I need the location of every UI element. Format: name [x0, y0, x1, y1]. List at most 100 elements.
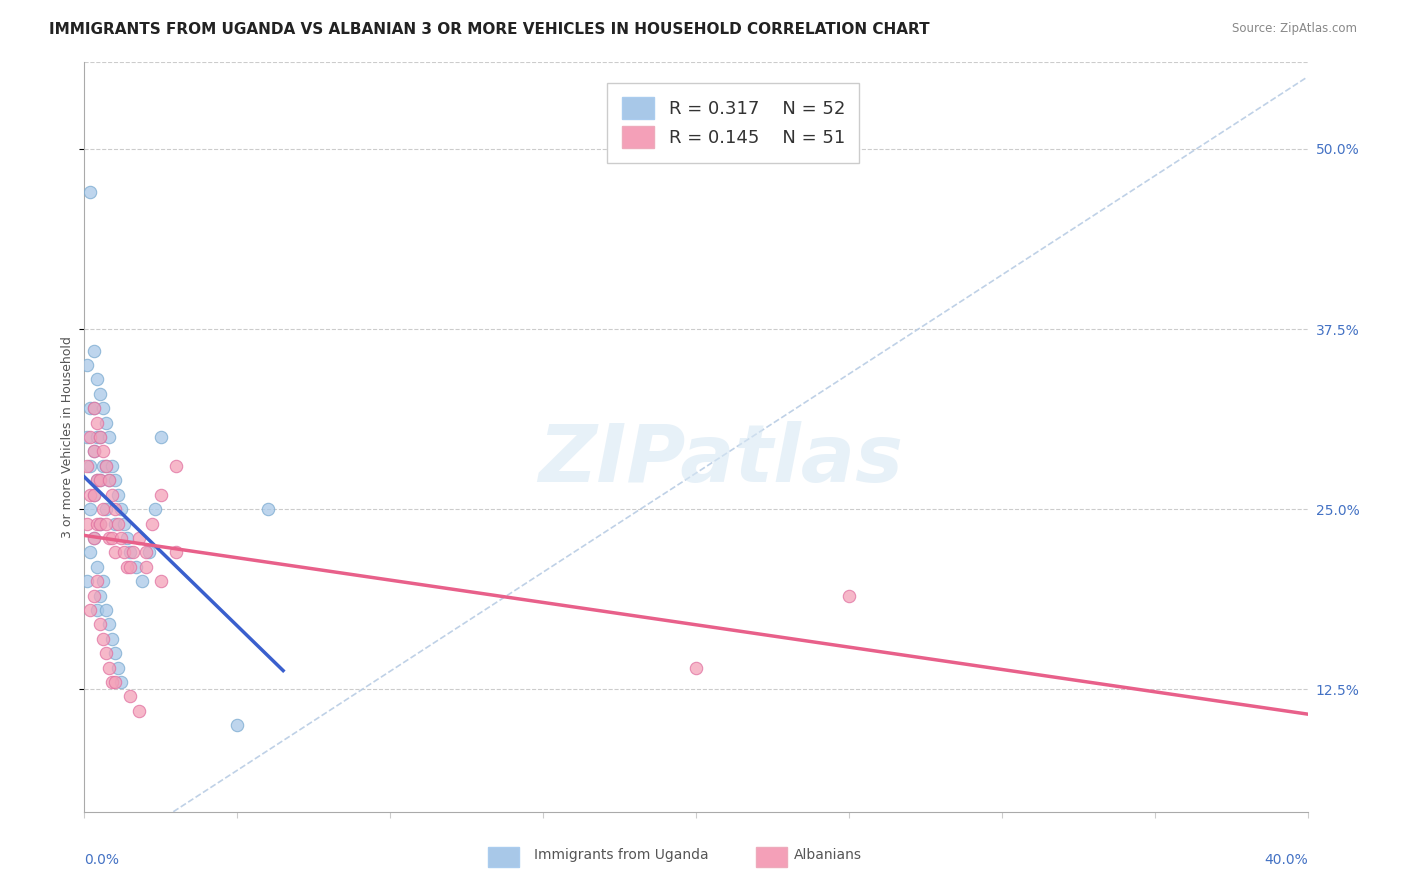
Point [125, 559, 148, 574]
Point [141, 516, 163, 531]
Point [76, 516, 98, 531]
Point [104, 545, 127, 559]
Point [107, 488, 129, 502]
Point [112, 545, 135, 559]
Point [101, 675, 124, 690]
Point [79, 185, 101, 199]
Point [91, 458, 114, 473]
Point [76, 574, 98, 589]
Point [120, 690, 142, 704]
Point [135, 559, 157, 574]
Point [89, 589, 111, 603]
Legend: R = 0.317    N = 52, R = 0.145    N = 51: R = 0.317 N = 52, R = 0.145 N = 51 [607, 83, 859, 163]
Point [89, 617, 111, 632]
Point [83, 488, 105, 502]
Point [79, 401, 101, 416]
Point [97, 617, 120, 632]
Point [97, 531, 120, 545]
Point [76, 358, 98, 372]
Point [149, 430, 172, 444]
Point [94, 516, 117, 531]
Point [83, 444, 105, 458]
Point [104, 646, 127, 660]
Point [86, 430, 108, 444]
Point [86, 516, 108, 531]
Point [97, 660, 120, 674]
Point [89, 430, 111, 444]
Point [83, 589, 105, 603]
Point [89, 473, 111, 487]
Point [94, 646, 117, 660]
Text: 0.0%: 0.0% [84, 853, 120, 867]
Point [101, 632, 124, 646]
Point [94, 416, 117, 430]
Point [104, 675, 127, 690]
Point [120, 545, 142, 559]
Point [97, 473, 120, 487]
Text: Albanians: Albanians [794, 847, 862, 862]
Point [91, 502, 114, 516]
Point [76, 430, 98, 444]
Point [91, 444, 114, 458]
Point [143, 502, 166, 516]
Point [86, 372, 108, 386]
Point [83, 343, 105, 358]
Point [149, 488, 172, 502]
Point [101, 488, 124, 502]
Point [165, 458, 187, 473]
Point [104, 473, 127, 487]
Point [685, 660, 707, 674]
Point [79, 545, 101, 559]
Point [83, 401, 105, 416]
Point [89, 430, 111, 444]
Point [79, 502, 101, 516]
Point [89, 473, 111, 487]
Point [112, 516, 135, 531]
Point [83, 531, 105, 545]
Point [94, 603, 117, 617]
Point [101, 458, 124, 473]
Point [79, 603, 101, 617]
Point [101, 531, 124, 545]
Point [110, 502, 132, 516]
Point [91, 401, 114, 416]
Point [89, 516, 111, 531]
Point [128, 704, 150, 718]
Point [86, 574, 108, 589]
Point [107, 516, 129, 531]
Point [89, 387, 111, 401]
Point [104, 502, 127, 516]
Point [122, 545, 145, 559]
Point [83, 531, 105, 545]
Point [86, 559, 108, 574]
Point [110, 531, 132, 545]
Point [115, 531, 138, 545]
Point [838, 589, 860, 603]
Text: IMMIGRANTS FROM UGANDA VS ALBANIAN 3 OR MORE VEHICLES IN HOUSEHOLD CORRELATION C: IMMIGRANTS FROM UGANDA VS ALBANIAN 3 OR … [49, 22, 929, 37]
Point [76, 458, 98, 473]
Point [79, 430, 101, 444]
Point [94, 458, 117, 473]
Point [135, 545, 157, 559]
Point [257, 502, 280, 516]
Point [79, 458, 101, 473]
Point [110, 675, 132, 690]
Point [226, 718, 249, 732]
Point [83, 401, 105, 416]
Point [86, 473, 108, 487]
Point [165, 545, 187, 559]
Point [115, 559, 138, 574]
Point [97, 430, 120, 444]
Point [83, 488, 105, 502]
Point [91, 574, 114, 589]
Point [128, 531, 150, 545]
Point [83, 444, 105, 458]
Point [97, 473, 120, 487]
Point [149, 574, 172, 589]
Text: Immigrants from Uganda: Immigrants from Uganda [534, 847, 709, 862]
Point [131, 574, 153, 589]
Point [86, 473, 108, 487]
Point [79, 488, 101, 502]
Y-axis label: 3 or more Vehicles in Household: 3 or more Vehicles in Household [60, 336, 75, 538]
Point [94, 458, 117, 473]
